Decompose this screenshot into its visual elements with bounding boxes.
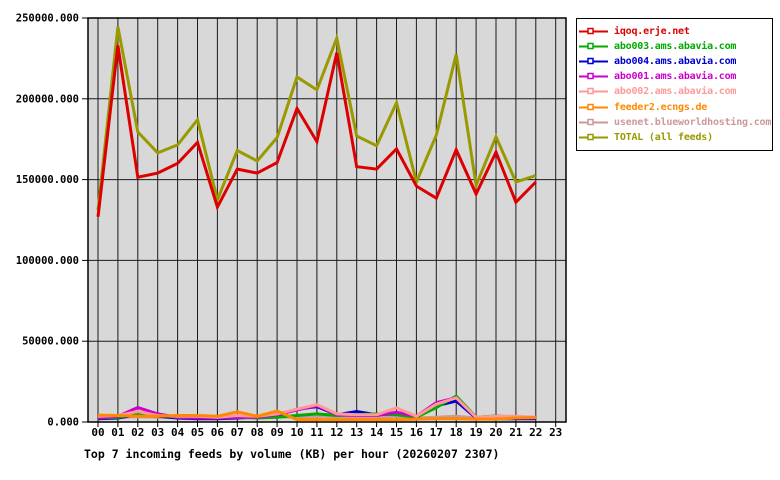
legend-item-label: TOTAL (all feeds)	[614, 131, 713, 143]
x-tick-label: 16	[410, 426, 424, 439]
x-tick-label: 01	[111, 426, 125, 439]
legend-item: iqoq.erje.net	[577, 24, 772, 39]
x-tick-label: 05	[191, 426, 204, 439]
legend-item: abo003.ams.abavia.com	[577, 39, 772, 54]
y-tick-label: 100000.000	[16, 255, 79, 267]
x-tick-label: 11	[310, 426, 324, 439]
x-tick-label: 10	[290, 426, 303, 439]
legend-item-label: abo003.ams.abavia.com	[614, 41, 737, 53]
legend-item: TOTAL (all feeds)	[577, 130, 772, 145]
x-tick-label: 00	[91, 426, 104, 439]
x-tick-label: 23	[549, 426, 562, 439]
x-tick-label: 02	[131, 426, 144, 439]
plot-background	[88, 18, 566, 422]
series-line-1	[96, 45, 537, 217]
plot-border	[87, 17, 567, 423]
legend-item-label: iqoq.erje.net	[614, 26, 690, 38]
x-tick-label: 21	[509, 426, 523, 439]
series-line-6	[97, 409, 536, 422]
x-tick-label: 15	[390, 426, 403, 439]
legend-item-label: abo004.ams.abavia.com	[614, 56, 737, 68]
x-tick-label: 08	[251, 426, 264, 439]
x-tick-label: 14	[370, 426, 384, 439]
y-tick-label: 0.000	[47, 417, 79, 429]
y-tick-label: 250000.000	[16, 13, 79, 25]
x-tick-label: 13	[350, 426, 363, 439]
legend-line-icon	[579, 133, 608, 140]
x-tick-label: 12	[330, 426, 343, 439]
legend-line-icon	[579, 103, 608, 110]
series-line-8	[96, 26, 537, 211]
legend-item-label: abo002.ams.abavia.com	[614, 86, 737, 98]
legend-item-label: abo001.ams.abavia.com	[614, 71, 737, 83]
legend-item: abo004.ams.abavia.com	[577, 54, 772, 69]
y-tick-label: 150000.000	[16, 174, 79, 186]
legend-line-icon	[579, 57, 608, 65]
legend-line-icon	[579, 118, 608, 125]
y-tick-label: 50000.000	[22, 336, 79, 348]
x-tick-label: 04	[171, 426, 185, 439]
legend-item: feeder2.ecngs.de	[577, 99, 772, 114]
legend-line-icon	[579, 73, 608, 80]
legend-item-label: feeder2.ecngs.de	[614, 101, 708, 113]
x-tick-label: 03	[151, 426, 164, 439]
x-tick-label: 07	[231, 426, 244, 439]
legend-line-icon	[579, 27, 608, 35]
chart-title: Top 7 incoming feeds by volume (KB) per …	[84, 447, 500, 461]
y-tick-label: 200000.000	[16, 93, 79, 105]
legend-item: abo001.ams.abavia.com	[577, 69, 772, 84]
x-tick-label: 09	[270, 426, 283, 439]
x-tick-label: 20	[489, 426, 502, 439]
x-tick-label: 19	[469, 426, 482, 439]
x-tick-label: 06	[211, 426, 225, 439]
x-tick-label: 22	[529, 426, 542, 439]
x-tick-label: 17	[430, 426, 443, 439]
legend-line-icon	[579, 42, 608, 50]
legend-item: usenet.blueworldhosting.com	[577, 115, 772, 130]
x-tick-label: 18	[450, 426, 463, 439]
legend-item-label: usenet.blueworldhosting.com	[614, 116, 772, 128]
legend: iqoq.erje.net abo003.ams.abavia.com abo004…	[576, 18, 773, 151]
legend-item: abo002.ams.abavia.com	[577, 84, 772, 99]
legend-line-icon	[579, 88, 608, 95]
